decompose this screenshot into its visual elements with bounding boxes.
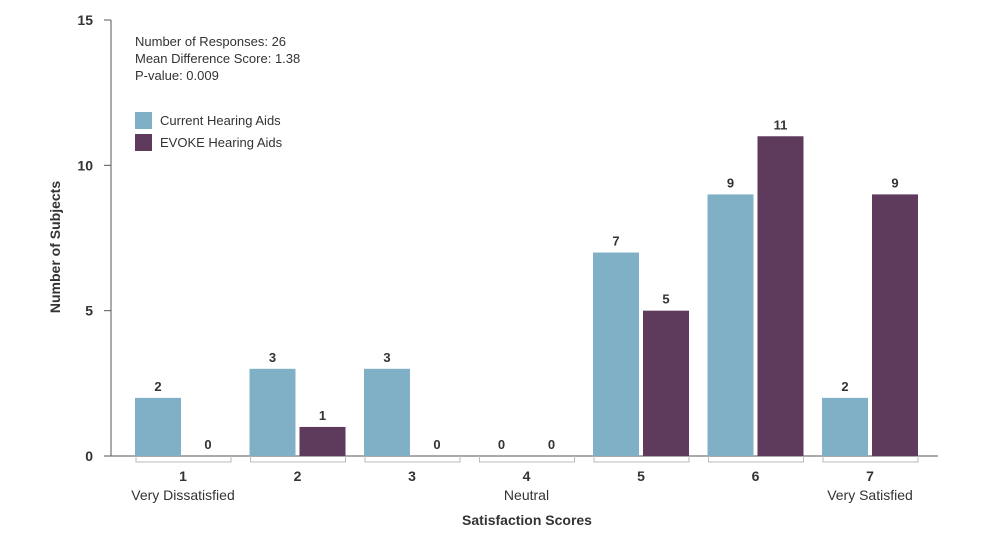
category-bracket — [708, 456, 804, 463]
value-label: 9 — [727, 175, 734, 190]
annotation-mean-difference: Mean Difference Score: 1.38 — [135, 51, 300, 66]
y-tick-label: 10 — [77, 157, 93, 173]
bar-current-1 — [135, 397, 181, 456]
bar-evoke-2 — [299, 426, 346, 456]
legend-swatch-evoke — [135, 134, 152, 151]
y-axis-ticks: 0 5 10 15 — [77, 12, 111, 464]
x-tick-label: 6 — [752, 468, 760, 484]
bar-evoke-5 — [643, 310, 689, 456]
x-tick-label: 3 — [408, 468, 416, 484]
bar-current-6 — [707, 194, 754, 456]
y-tick-label: 0 — [85, 448, 93, 464]
value-label: 1 — [319, 408, 326, 423]
legend-label-evoke: EVOKE Hearing Aids — [160, 135, 283, 150]
x-tick-label: 4 — [523, 468, 531, 484]
category-bracket — [364, 456, 461, 463]
y-axis-title: Number of Subjects — [47, 181, 63, 313]
value-label: 0 — [548, 437, 555, 452]
y-tick-label: 15 — [77, 12, 93, 28]
annotation-responses: Number of Responses: 26 — [135, 34, 286, 49]
chart-annotations: Number of Responses: 26 Mean Difference … — [135, 34, 300, 83]
x-tick-sublabel: Neutral — [504, 487, 549, 503]
legend: Current Hearing Aids EVOKE Hearing Aids — [135, 112, 283, 151]
bar-current-7 — [822, 397, 868, 456]
value-label: 7 — [612, 234, 619, 249]
value-label: 3 — [383, 350, 390, 365]
category-bracket — [135, 456, 232, 463]
value-label: 11 — [774, 117, 788, 132]
x-tick-label: 1 — [179, 468, 187, 484]
bar-current-5 — [593, 252, 639, 456]
y-tick-label: 5 — [85, 303, 93, 319]
value-label: 3 — [269, 350, 276, 365]
x-tick-sublabel: Very Dissatisfied — [131, 487, 234, 503]
value-label: 5 — [662, 292, 669, 307]
x-tick-sublabel: Very Satisfied — [827, 487, 913, 503]
category-bracket — [593, 456, 690, 463]
x-tick-label: 5 — [637, 468, 645, 484]
bars — [135, 136, 918, 456]
bar-evoke-7 — [872, 194, 918, 456]
x-tick-label: 2 — [294, 468, 302, 484]
value-label: 0 — [204, 437, 211, 452]
category-bracket — [479, 456, 575, 463]
bar-current-2 — [249, 368, 296, 456]
bar-evoke-6 — [757, 136, 804, 456]
category-bracket — [822, 456, 919, 463]
x-axis-title: Satisfaction Scores — [462, 512, 592, 528]
legend-label-current: Current Hearing Aids — [160, 113, 281, 128]
value-label: 0 — [433, 437, 440, 452]
value-label: 2 — [154, 379, 161, 394]
legend-swatch-current — [135, 112, 152, 129]
category-bracket — [250, 456, 346, 463]
bar-current-3 — [364, 368, 410, 456]
x-tick-label: 7 — [866, 468, 874, 484]
value-label: 2 — [841, 379, 848, 394]
value-label: 0 — [498, 437, 505, 452]
x-axis-categories: 1 Very Dissatisfied 2 3 4 Neutral 5 6 7 Very Sati… — [131, 456, 919, 503]
annotation-p-value: P-value: 0.009 — [135, 68, 219, 83]
value-labels: 2 0 3 1 3 0 0 0 7 5 9 11 2 9 — [154, 117, 898, 452]
value-label: 9 — [891, 175, 898, 190]
